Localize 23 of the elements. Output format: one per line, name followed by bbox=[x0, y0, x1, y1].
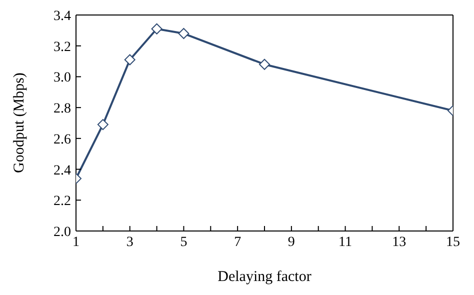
point bbox=[178, 28, 190, 40]
point bbox=[151, 23, 162, 34]
x-tick-label: 7 bbox=[234, 234, 242, 250]
point bbox=[259, 58, 270, 70]
y-tick-label: 3.0 bbox=[54, 70, 71, 86]
x-tick-label: 5 bbox=[180, 234, 188, 250]
x-tick-label: 13 bbox=[392, 234, 406, 250]
x-tick-label: 11 bbox=[338, 234, 352, 250]
y-axis-title: Goodput (Mbps) bbox=[11, 72, 28, 173]
y-tick-label: 2.2 bbox=[54, 194, 71, 210]
x-tick-label: 9 bbox=[288, 234, 295, 250]
y-tick-label: 2.4 bbox=[54, 163, 71, 178]
y-tick-label: 2.8 bbox=[54, 102, 71, 117]
y-tick-label: 3.2 bbox=[54, 40, 71, 55]
point bbox=[97, 119, 108, 130]
x-axis-title: Delaying factor bbox=[218, 269, 312, 285]
x-tick-label: 15 bbox=[446, 234, 460, 250]
x-tick-label: 1 bbox=[72, 234, 80, 250]
y-tick-label: 2.0 bbox=[54, 224, 71, 240]
x-tick-label: 3 bbox=[126, 234, 134, 250]
y-tick-label: 3.4 bbox=[54, 8, 71, 24]
y-tick-label: 2.6 bbox=[54, 132, 71, 148]
point bbox=[124, 54, 136, 66]
